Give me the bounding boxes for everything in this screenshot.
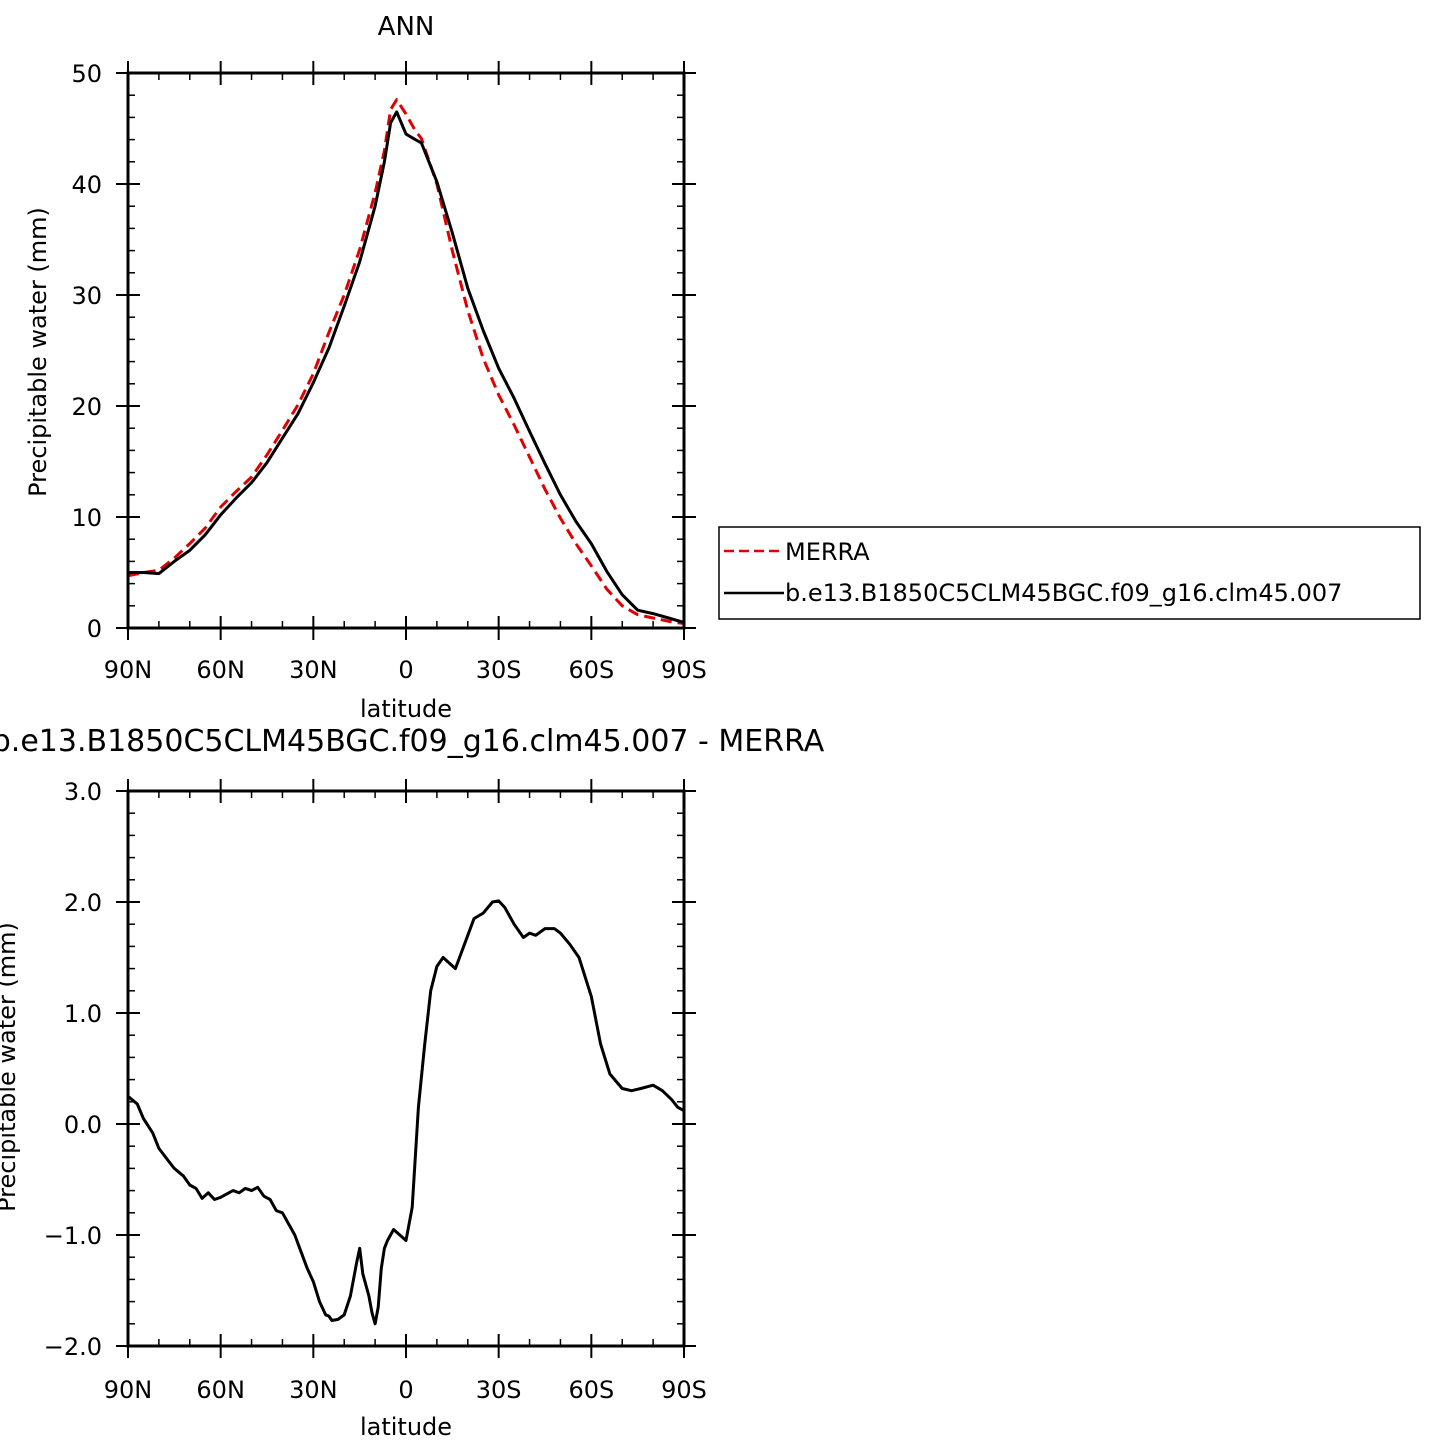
legend-model-label: b.e13.B1850C5CLM45BGC.f09_g16.clm45.007 (785, 579, 1342, 607)
top-x-tick-labels: 90N 60N 30N 0 30S 60S 90S (104, 656, 707, 684)
top-x-tick-label: 0 (398, 656, 413, 684)
bottom-title: b.e13.B1850C5CLM45BGC.f09_g16.clm45.007 … (0, 724, 825, 759)
bottom-y-axis-label: Precipitable water (mm) (0, 922, 21, 1212)
bottom-panel: b.e13.B1850C5CLM45BGC.f09_g16.clm45.007 … (0, 724, 825, 1441)
bottom-y-tick-label: 0.0 (64, 1111, 102, 1139)
bottom-x-tick-label: 0 (398, 1376, 413, 1404)
top-y-tick-labels: 0 10 20 30 40 50 (71, 60, 102, 643)
top-y-tick-label: 30 (71, 282, 102, 310)
bottom-minor-ticks (127, 790, 685, 1347)
top-panel: ANN Precipitable water (mm) latitude 0 10… (24, 12, 707, 723)
top-series-lines (127, 98, 685, 626)
bottom-x-tick-label: 60N (196, 1376, 245, 1404)
top-series-line-b-e13-b1850c5clm45bgc-f09-g16-clm45-007 (128, 110, 685, 624)
bottom-x-tick-labels: 90N 60N 30N 0 30S 60S 90S (104, 1376, 707, 1404)
top-y-tick-label: 0 (87, 615, 102, 643)
bottom-x-axis-label: latitude (360, 1413, 452, 1441)
top-y-tick-label: 40 (71, 171, 102, 199)
top-y-tick-label: 20 (71, 393, 102, 421)
legend-merra-label: MERRA (785, 538, 870, 566)
bottom-y-tick-label: −2.0 (44, 1333, 102, 1361)
top-minor-ticks (127, 72, 685, 629)
bottom-series-line-difference (127, 899, 685, 1326)
bottom-x-tick-label: 30S (476, 1376, 522, 1404)
top-x-tick-label: 60S (568, 656, 614, 684)
bottom-y-tick-labels: −2.0 −1.0 0.0 1.0 2.0 3.0 (44, 778, 102, 1361)
top-x-tick-label: 30S (476, 656, 522, 684)
top-x-tick-label: 60N (196, 656, 245, 684)
top-series-line-merra (127, 98, 685, 626)
top-title: ANN (378, 12, 435, 42)
top-y-tick-label: 50 (71, 60, 102, 88)
bottom-x-tick-label: 60S (568, 1376, 614, 1404)
bottom-x-tick-label: 90S (661, 1376, 707, 1404)
top-y-tick-label: 10 (71, 504, 102, 532)
bottom-y-tick-label: 3.0 (64, 778, 102, 806)
top-x-tick-label: 90S (661, 656, 707, 684)
bottom-plot-frame (126, 789, 686, 1348)
bottom-y-tick-label: 1.0 (64, 1000, 102, 1028)
top-x-tick-label: 90N (104, 656, 153, 684)
top-plot-frame (126, 71, 686, 630)
legend-box (718, 526, 1421, 620)
top-y-axis-label: Precipitable water (mm) (24, 207, 52, 497)
top-x-tick-label: 30N (289, 656, 338, 684)
bottom-y-tick-label: −1.0 (44, 1222, 102, 1250)
top-major-ticks (116, 61, 696, 640)
bottom-y-tick-label: 2.0 (64, 889, 102, 917)
bottom-x-tick-label: 90N (104, 1376, 153, 1404)
bottom-x-tick-label: 30N (289, 1376, 338, 1404)
legend: MERRA b.e13.B1850C5CLM45BGC.f09_g16.clm4… (718, 526, 1421, 620)
bottom-series-lines (127, 899, 685, 1326)
top-x-axis-label: latitude (360, 695, 452, 723)
